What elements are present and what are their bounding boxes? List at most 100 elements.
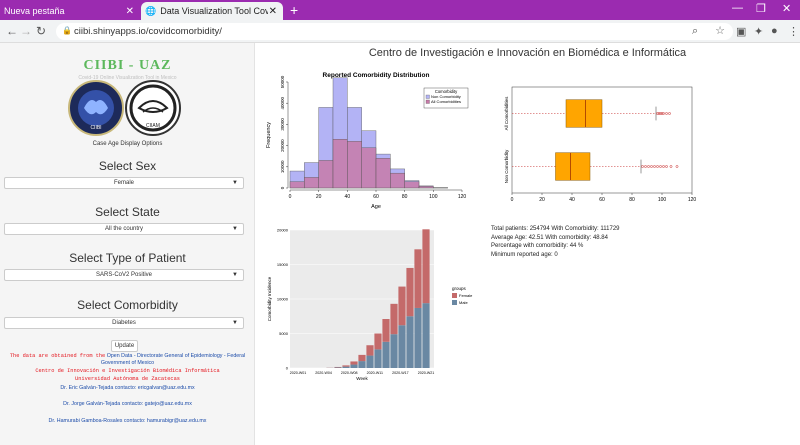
outlier-point: [656, 112, 659, 115]
forward-icon[interactable]: →: [20, 24, 32, 38]
globe-icon: 🌐: [145, 5, 157, 16]
box: [555, 152, 591, 181]
hist-bar: [332, 139, 348, 189]
stacked-bar: [374, 349, 382, 368]
hist-bar: [361, 147, 377, 189]
close-window-icon[interactable]: ✕: [782, 3, 792, 15]
puzzle-icon[interactable]: ✦: [754, 26, 764, 38]
hist-bar: [304, 177, 319, 189]
y-tick-label: 10000: [280, 160, 285, 173]
stacked-bar: [406, 316, 414, 368]
outlier-point: [662, 165, 665, 168]
y-axis-label: Comorbidity Incidence: [267, 276, 272, 321]
legend-swatch: [425, 94, 430, 99]
patient-select[interactable]: SARS-CoV2 Positive ▼: [4, 269, 244, 281]
sex-label: Select Sex: [98, 159, 157, 173]
y-tick-label: 15000: [277, 262, 289, 267]
stacked-bar: [414, 249, 422, 308]
back-icon[interactable]: ←: [6, 24, 18, 38]
x-tick-label: 0: [289, 194, 292, 200]
patient-value: SARS-CoV2 Positive: [95, 272, 153, 278]
x-tick-label: 2020-W17: [392, 371, 409, 375]
update-button[interactable]: Update: [111, 340, 138, 352]
stacked-bar: [422, 303, 430, 368]
category-label: All Comorbidities: [504, 96, 509, 131]
ciiam-logo: CIIAM: [125, 80, 181, 136]
outlier-point: [659, 112, 662, 115]
tab-new[interactable]: Nueva pestaña ✕: [0, 2, 140, 20]
stacked-bar: [390, 334, 398, 368]
minimize-icon[interactable]: —: [732, 2, 743, 14]
contact-2[interactable]: Dr. Jorge Galván-Tejada contacto: gatejo…: [63, 401, 192, 407]
outlier-point: [662, 112, 665, 115]
new-tab-icon[interactable]: +: [290, 2, 299, 18]
browser-tab-bar: Nueva pestaña ✕ 🌐 Data Visualization Tool …: [0, 0, 800, 20]
y-axis-label: Frequency: [266, 122, 272, 148]
contact-1[interactable]: Dr. Eric Galván-Tejada contacto: ericgal…: [60, 385, 195, 391]
stacked-bar: [398, 286, 406, 326]
menu-icon[interactable]: ⋮: [788, 26, 799, 38]
tab-covid-tool[interactable]: 🌐Data Visualization Tool Covid-19✕: [141, 2, 283, 20]
x-tick-label: 100: [429, 194, 438, 200]
hist-bar: [318, 160, 334, 189]
legend-title: groups: [452, 286, 467, 291]
outlier-point: [650, 165, 653, 168]
search-icon[interactable]: ⌕: [692, 25, 699, 37]
case-age-label: Case Age Display Options: [92, 141, 163, 147]
star-icon[interactable]: ☆: [715, 25, 725, 37]
x-tick-label: 80: [629, 197, 635, 203]
data-source-link[interactable]: Open Data - Directorate General of Epide…: [100, 353, 246, 366]
stacked-bar: [366, 345, 374, 356]
x-tick-label: 120: [688, 197, 697, 203]
hist-bar: [418, 186, 434, 189]
outlier-point: [657, 112, 661, 115]
stacked-bar: [342, 365, 350, 367]
stacked-bar: [390, 303, 398, 335]
x-tick-label: 40: [345, 194, 351, 200]
y-tick-label: 10000: [277, 297, 289, 302]
x-tick-label: 60: [373, 194, 379, 200]
address-bar[interactable]: 🔒 ciibi.shinyapps.io/covidcomorbidity/ ☆: [56, 23, 733, 40]
reload-icon[interactable]: ↻: [36, 24, 47, 38]
stacked-bar: [406, 267, 414, 317]
legend-title: Comorbidity: [435, 89, 458, 94]
x-tick-label: 20: [316, 194, 322, 200]
url-text: ciibi.shinyapps.io/covidcomorbidity/: [74, 26, 222, 37]
stacked-bar: [374, 333, 382, 350]
close-icon[interactable]: ✕: [268, 5, 277, 17]
hist-bar: [347, 141, 362, 189]
x-tick-label: 2020-W21: [418, 371, 435, 375]
y-tick-label: 30000: [280, 118, 285, 131]
stat-line: Total patients: 254794 With Comorbidity:…: [491, 226, 620, 232]
university-name: Universidad Autónoma de Zacatecas: [75, 376, 180, 382]
x-tick-label: 2020-W11: [367, 371, 383, 375]
stacked-bar: [414, 307, 422, 368]
maximize-icon[interactable]: ❐: [756, 3, 766, 15]
avatar[interactable]: ●: [771, 25, 778, 37]
data-source-prefix: The data are obtained from the: [9, 353, 106, 359]
y-tick-label: 40000: [280, 96, 285, 109]
x-tick-label: 2020-W04: [315, 371, 332, 375]
x-tick-label: 20: [539, 197, 545, 203]
y-tick-label: 5000: [279, 331, 289, 336]
legend-label: Non Comorbidity: [431, 94, 461, 99]
extension-icon[interactable]: ▣: [736, 26, 747, 38]
y-tick-label: 50000: [280, 75, 285, 88]
hist-bar: [404, 181, 420, 189]
x-tick-label: 120: [458, 194, 467, 200]
contact-3[interactable]: Dr. Hamurabi Gamboa-Rosales contacto: ha…: [48, 418, 207, 424]
y-tick-label: 20000: [277, 228, 289, 233]
legend-label: All Comorbidities: [431, 99, 461, 104]
close-icon[interactable]: ✕: [125, 5, 134, 17]
stacked-bar: [350, 364, 358, 368]
legend-label: Female: [459, 293, 473, 298]
box: [565, 99, 603, 128]
y-tick-label: 0: [280, 186, 285, 189]
brand-title: CIIBI - UAZ: [83, 58, 172, 73]
browser-toolbar: ← → ↻ 🔒 ciibi.shinyapps.io/covidcomorbid…: [0, 20, 800, 43]
sex-select[interactable]: Female ▼: [4, 177, 244, 189]
comorbidity-label: Select Comorbidity: [77, 298, 178, 312]
comorbidity-select[interactable]: Diabetes ▼: [4, 317, 244, 329]
logo-text: CIIAM: [146, 123, 160, 129]
state-select[interactable]: All the country ▼: [4, 223, 244, 235]
